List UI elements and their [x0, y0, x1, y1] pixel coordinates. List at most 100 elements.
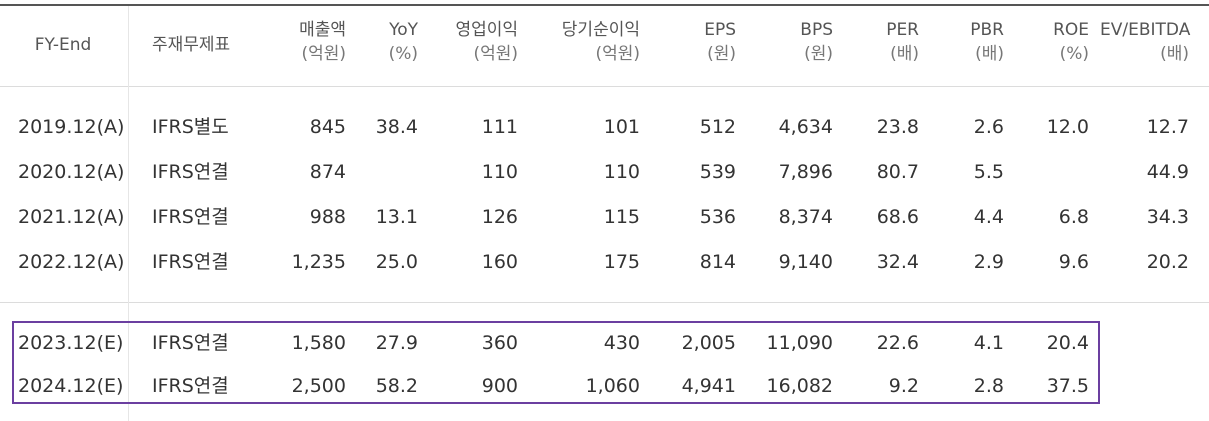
- revenue-cell: 1,235: [291, 251, 346, 273]
- header-unit: (%): [388, 44, 418, 64]
- table-row: 2019.12(A) IFRS별도 845 38.4 111 101 512 4…: [0, 105, 1209, 150]
- header-fy-end: FY-End: [18, 33, 108, 57]
- yoy-cell: [350, 150, 418, 195]
- pbr-cell: 2.8: [973, 375, 1004, 397]
- net-income-cell: 430: [603, 332, 640, 354]
- header-label: 영업이익: [455, 20, 518, 40]
- operating-profit-cell: 360: [481, 332, 518, 354]
- net-income-cell: 110: [603, 161, 640, 183]
- statement-type-cell: IFRS연결: [152, 161, 229, 183]
- header-label: EV/EBITDA: [1100, 20, 1191, 40]
- roe-cell: 6.8: [1058, 206, 1089, 228]
- operating-profit-cell: 160: [481, 251, 518, 273]
- header-roe: ROE (%): [1020, 18, 1089, 66]
- header-divider: [0, 86, 1209, 87]
- ev-ebitda-cell: 20.2: [1146, 251, 1189, 273]
- pbr-cell: 2.6: [973, 116, 1004, 138]
- pbr-cell: 4.1: [973, 332, 1004, 354]
- bps-cell: 16,082: [766, 375, 833, 397]
- operating-profit-cell: 126: [481, 206, 518, 228]
- pbr-cell: 4.4: [973, 206, 1004, 228]
- estimate-section-divider: [0, 302, 1209, 303]
- yoy-cell: 13.1: [375, 206, 418, 228]
- header-unit: (억원): [595, 44, 640, 64]
- pbr-cell: 2.9: [973, 251, 1004, 273]
- roe-cell: 12.0: [1046, 116, 1089, 138]
- net-income-cell: 115: [603, 206, 640, 228]
- header-revenue: 매출액 (억원): [256, 18, 346, 66]
- header-label: PER: [886, 20, 919, 40]
- roe-cell: 20.4: [1046, 332, 1089, 354]
- per-cell: 32.4: [876, 251, 919, 273]
- revenue-cell: 1,580: [291, 332, 346, 354]
- pbr-cell: 5.5: [973, 161, 1004, 183]
- table-row: 2020.12(A) IFRS연결 874 110 110 539 7,896 …: [0, 150, 1209, 195]
- header-eps: EPS (원): [660, 18, 736, 66]
- yoy-cell: 27.9: [375, 332, 418, 354]
- table-row: 2022.12(A) IFRS연결 1,235 25.0 160 175 814…: [0, 240, 1209, 285]
- revenue-cell: 874: [309, 161, 346, 183]
- statement-type-cell: IFRS연결: [152, 332, 229, 354]
- table-top-rule: [0, 4, 1209, 6]
- statement-type-cell: IFRS연결: [152, 251, 229, 273]
- roe-cell: 9.6: [1058, 251, 1089, 273]
- operating-profit-cell: 900: [481, 375, 518, 397]
- ev-ebitda-cell: [1100, 364, 1189, 409]
- header-unit: (억원): [473, 44, 518, 64]
- header-label: BPS: [800, 20, 833, 40]
- ev-ebitda-cell: 44.9: [1146, 161, 1189, 183]
- header-label: ROE: [1053, 20, 1089, 40]
- net-income-cell: 101: [603, 116, 640, 138]
- table-row-estimate: 2024.12(E) IFRS연결 2,500 58.2 900 1,060 4…: [0, 364, 1209, 409]
- fy-end-cell: 2021.12(A): [18, 206, 125, 228]
- fy-end-cell: 2019.12(A): [18, 116, 125, 138]
- eps-cell: 512: [699, 116, 736, 138]
- roe-cell: [1020, 150, 1089, 195]
- operating-profit-cell: 111: [481, 116, 518, 138]
- roe-cell: 37.5: [1046, 375, 1089, 397]
- header-label: 당기순이익: [561, 20, 640, 40]
- bps-cell: 11,090: [766, 332, 833, 354]
- eps-cell: 4,941: [681, 375, 736, 397]
- statement-type-cell: IFRS연결: [152, 206, 229, 228]
- header-pbr: PBR (배): [935, 18, 1004, 66]
- bps-cell: 8,374: [778, 206, 833, 228]
- header-label: 주재무제표: [152, 35, 231, 55]
- header-unit: (%): [1059, 44, 1089, 64]
- header-label: PBR: [970, 20, 1004, 40]
- table-row-estimate: 2023.12(E) IFRS연결 1,580 27.9 360 430 2,0…: [0, 321, 1209, 366]
- header-unit: (배): [1160, 44, 1189, 64]
- ev-ebitda-cell: [1100, 321, 1189, 366]
- header-label: FY-End: [34, 35, 92, 55]
- eps-cell: 2,005: [681, 332, 736, 354]
- bps-cell: 4,634: [778, 116, 833, 138]
- header-statement-type: 주재무제표: [152, 33, 262, 57]
- eps-cell: 536: [699, 206, 736, 228]
- per-cell: 22.6: [876, 332, 919, 354]
- header-per: PER (배): [850, 18, 919, 66]
- per-cell: 23.8: [876, 116, 919, 138]
- yoy-cell: 38.4: [375, 116, 418, 138]
- ev-ebitda-cell: 12.7: [1146, 116, 1189, 138]
- header-label: 매출액: [299, 20, 346, 40]
- header-unit: (배): [975, 44, 1004, 64]
- net-income-cell: 175: [603, 251, 640, 273]
- revenue-cell: 845: [309, 116, 346, 138]
- eps-cell: 814: [699, 251, 736, 273]
- per-cell: 9.2: [888, 375, 919, 397]
- header-unit: (억원): [301, 44, 346, 64]
- header-unit: (배): [890, 44, 919, 64]
- table-row: 2021.12(A) IFRS연결 988 13.1 126 115 536 8…: [0, 195, 1209, 240]
- header-ev-ebitda: EV/EBITDA (배): [1100, 18, 1191, 66]
- fy-end-cell: 2020.12(A): [18, 161, 125, 183]
- header-label: EPS: [704, 20, 736, 40]
- yoy-cell: 25.0: [375, 251, 418, 273]
- fy-end-cell: 2023.12(E): [18, 332, 124, 354]
- per-cell: 68.6: [876, 206, 919, 228]
- header-label: YoY: [389, 20, 418, 40]
- revenue-cell: 2,500: [291, 375, 346, 397]
- bps-cell: 9,140: [778, 251, 833, 273]
- fy-end-cell: 2022.12(A): [18, 251, 125, 273]
- operating-profit-cell: 110: [481, 161, 518, 183]
